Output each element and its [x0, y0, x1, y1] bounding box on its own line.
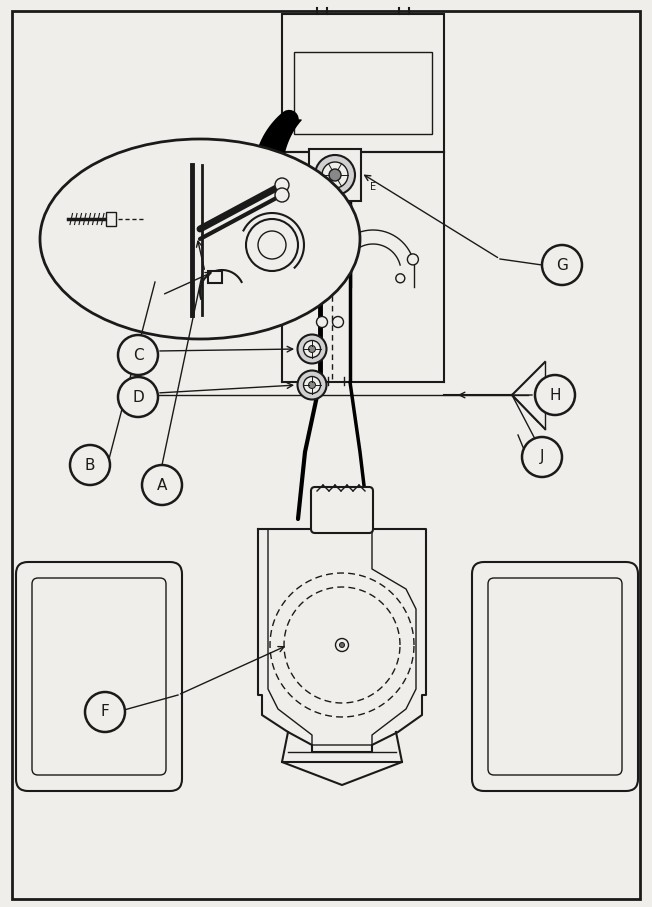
Circle shape [322, 162, 348, 188]
Circle shape [303, 376, 321, 394]
FancyBboxPatch shape [16, 562, 182, 791]
FancyBboxPatch shape [472, 562, 638, 791]
Text: E: E [370, 182, 376, 192]
Circle shape [308, 382, 316, 388]
Circle shape [118, 335, 158, 375]
Circle shape [333, 317, 344, 327]
Text: G: G [556, 258, 568, 272]
Bar [294, 52, 432, 134]
Circle shape [336, 639, 349, 651]
Circle shape [142, 465, 182, 505]
Bar [282, 14, 444, 152]
Bar [106, 212, 116, 226]
Circle shape [276, 272, 285, 280]
Circle shape [542, 245, 582, 285]
Circle shape [522, 437, 562, 477]
Circle shape [275, 188, 289, 202]
Circle shape [308, 346, 316, 353]
Text: H: H [549, 387, 561, 403]
Text: F: F [100, 705, 110, 719]
Text: B: B [85, 457, 95, 473]
FancyBboxPatch shape [311, 487, 373, 533]
Circle shape [297, 370, 327, 399]
Circle shape [329, 169, 341, 181]
Circle shape [297, 335, 327, 364]
Circle shape [70, 445, 110, 485]
Circle shape [265, 254, 276, 265]
Bar [208, 271, 222, 283]
Circle shape [315, 155, 355, 195]
Circle shape [535, 375, 575, 415]
Ellipse shape [40, 139, 360, 339]
Bar [309, 149, 361, 201]
Text: A: A [157, 477, 167, 493]
Text: C: C [133, 347, 143, 363]
Circle shape [303, 340, 321, 357]
Circle shape [396, 274, 405, 283]
Circle shape [85, 692, 125, 732]
Circle shape [340, 642, 344, 648]
Text: D: D [132, 389, 144, 405]
Circle shape [408, 254, 419, 265]
Circle shape [275, 178, 289, 192]
Circle shape [118, 377, 158, 417]
Circle shape [316, 317, 327, 327]
Text: J: J [540, 450, 544, 464]
